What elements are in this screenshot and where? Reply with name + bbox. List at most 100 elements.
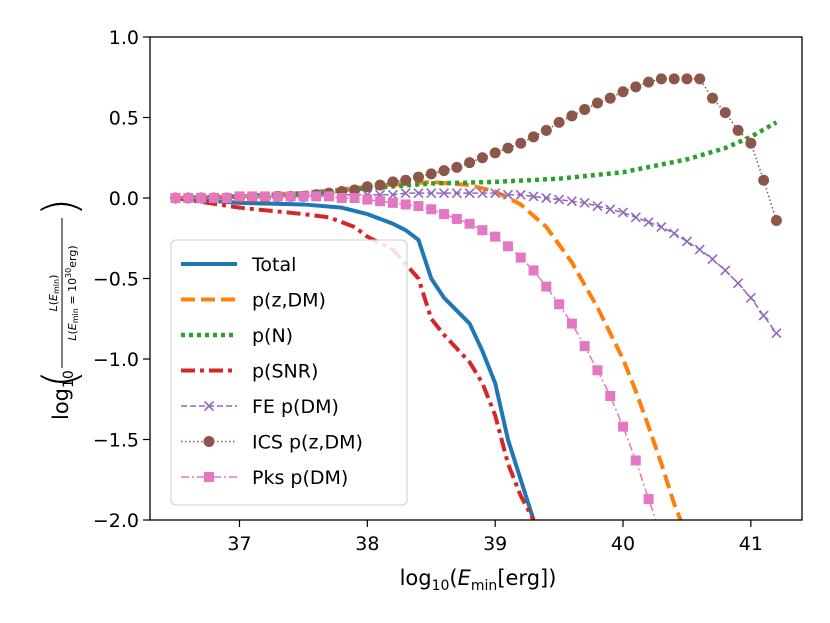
x-tick-label: 37: [227, 533, 251, 555]
data-point: [579, 103, 591, 115]
series-6: [170, 191, 657, 520]
data-point: [655, 73, 667, 85]
data-point: [554, 194, 565, 205]
data-point: [221, 193, 232, 203]
data-point: [541, 281, 552, 292]
data-point: [605, 391, 616, 402]
data-point: [630, 81, 642, 93]
data-point: [720, 265, 731, 276]
data-point: [515, 137, 527, 149]
data-point: [426, 204, 437, 215]
data-point: [387, 197, 398, 208]
data-point: [412, 171, 424, 183]
data-point: [630, 212, 641, 223]
data-point: [694, 73, 706, 85]
data-point: [260, 191, 271, 202]
x-axis-label: log10(Emin[erg]): [400, 566, 557, 594]
svg-text:L(Emin): L(Emin): [47, 275, 61, 312]
data-point: [643, 76, 655, 88]
data-point: [515, 252, 526, 263]
legend-item: FE p(DM): [181, 396, 339, 418]
legend-marker: [203, 400, 215, 412]
data-point: [566, 196, 577, 207]
data-point: [234, 191, 245, 202]
data-point: [183, 193, 194, 203]
data-point: [605, 204, 616, 215]
legend-label: p(N): [252, 325, 293, 347]
data-point: [451, 161, 463, 173]
data-point: [464, 188, 475, 199]
legend-item: ICS p(z,DM): [181, 432, 363, 454]
series-line: [175, 120, 778, 201]
data-point: [439, 209, 450, 220]
legend-label: FE p(DM): [252, 396, 339, 418]
data-point: [541, 192, 552, 204]
data-point: [464, 218, 475, 229]
series-2: [175, 120, 778, 201]
data-point: [170, 193, 181, 203]
data-point: [285, 191, 296, 202]
legend-item: p(N): [181, 325, 293, 347]
data-point: [311, 191, 322, 202]
data-point: [426, 188, 437, 199]
data-point: [579, 197, 590, 208]
data-point: [745, 292, 756, 303]
data-point: [540, 124, 552, 136]
legend-label: Pks p(DM): [252, 467, 348, 489]
data-point: [566, 110, 578, 122]
svg-text:(: (: [33, 370, 87, 388]
data-point: [272, 191, 283, 202]
data-point: [604, 92, 616, 104]
legend-marker: [203, 436, 215, 447]
data-point: [515, 189, 526, 200]
y-tick-label: 0.5: [109, 108, 139, 130]
y-tick-label: 1.0: [109, 27, 139, 49]
data-point: [413, 201, 424, 212]
x-tick-label: 38: [355, 533, 379, 555]
series-0: [175, 196, 536, 520]
data-point: [592, 200, 603, 212]
series-layer: [170, 73, 782, 520]
data-point: [438, 165, 450, 177]
y-tick-label: −0.5: [93, 269, 139, 291]
data-point: [387, 189, 398, 200]
y-axis-ticks: 1.0 0.5 0.0 −0.5 −1.0 −1.5 −2.0: [93, 27, 150, 532]
svg-text:L(Emin = 1030erg): L(Emin = 1030erg): [64, 245, 80, 340]
data-point: [490, 188, 501, 199]
y-tick-label: −1.5: [93, 430, 139, 452]
legend-marker: [204, 472, 214, 482]
series-line: [175, 196, 536, 520]
data-point: [771, 328, 782, 339]
data-point: [694, 244, 705, 255]
data-point: [528, 131, 540, 143]
legend-label: ICS p(z,DM): [252, 432, 363, 454]
data-point: [196, 193, 207, 203]
data-point: [451, 188, 462, 199]
data-point: [617, 207, 629, 218]
data-point: [361, 181, 373, 193]
data-point: [681, 73, 693, 85]
series-line: [175, 196, 536, 520]
data-point: [618, 421, 629, 432]
y-tick-label: −2.0: [93, 510, 139, 532]
data-point: [630, 455, 641, 466]
data-point: [336, 193, 347, 203]
x-tick-label: 39: [483, 533, 507, 555]
legend-label: Total: [251, 254, 296, 276]
legend-item: p(SNR): [181, 361, 318, 383]
data-point: [707, 92, 719, 104]
y-tick-label: 0.0: [109, 188, 139, 210]
data-point: [617, 86, 629, 98]
data-point: [323, 191, 334, 202]
data-point: [758, 174, 770, 186]
data-point: [489, 147, 501, 159]
data-point: [707, 254, 718, 265]
data-point: [208, 193, 219, 203]
data-point: [745, 137, 757, 149]
data-point: [528, 191, 539, 202]
data-point: [770, 215, 782, 227]
data-point: [451, 213, 462, 224]
data-point: [375, 196, 386, 207]
data-point: [643, 217, 654, 228]
